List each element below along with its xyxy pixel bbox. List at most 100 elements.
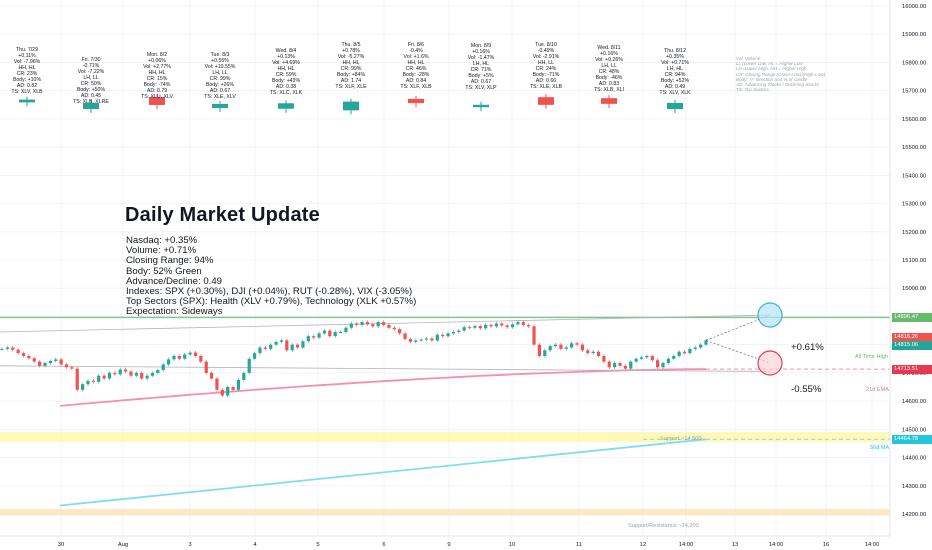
daily-stat-line: +0.16% bbox=[472, 49, 490, 55]
daily-stat-line: CR: 46% bbox=[405, 66, 427, 72]
daily-stat-line: Thu. 7/29 bbox=[16, 47, 38, 53]
intraday-candle bbox=[97, 375, 101, 382]
intraday-candle bbox=[548, 346, 552, 351]
intraday-candle bbox=[672, 355, 676, 359]
intraday-candle bbox=[693, 347, 697, 349]
daily-stat-line: Thu. 8/12 bbox=[664, 48, 686, 54]
daily-candles bbox=[19, 94, 683, 115]
daily-stat-line: TS: XLV, XLB bbox=[11, 89, 43, 95]
daily-stat-line: Body: -74% bbox=[143, 82, 171, 88]
update-summary: Nasdaq: +0.35% Volume: +0.71% Closing Ra… bbox=[126, 235, 416, 318]
daily-stat-line: +0.35% bbox=[666, 54, 684, 60]
ema-21d-line bbox=[59, 368, 707, 407]
daily-stat-line: TS: XLV, XLP bbox=[465, 85, 497, 91]
intraday-candle bbox=[586, 350, 590, 354]
daily-stat-line: CR: 94% bbox=[664, 72, 686, 78]
intraday-candle bbox=[269, 344, 273, 349]
daily-stat-line: Tue. 8/10 bbox=[535, 42, 557, 48]
daily-stat-line: Vol: -7.22% bbox=[77, 69, 105, 75]
intraday-candle bbox=[11, 347, 15, 350]
price-tag: 14815.06 bbox=[892, 340, 932, 350]
daily-stat-box: Thu. 7/29 +0.11% Vol: -7.96% HH, HL CR: 23% B… bbox=[0, 47, 66, 95]
projection-markers bbox=[705, 302, 783, 376]
intraday-candle bbox=[371, 324, 375, 327]
intraday-candle bbox=[328, 330, 332, 337]
daily-stat-line: TS: XLE, XLB bbox=[529, 84, 562, 90]
y-tick-label: 14600.00 bbox=[902, 399, 926, 405]
intraday-candle bbox=[279, 340, 284, 342]
support-band bbox=[0, 508, 890, 516]
daily-stat-line: +0.55% bbox=[211, 58, 229, 64]
daily-stat-box: Wed. 8/11 +0.16% Vol: +0.26% LH, LL CR: 48% B… bbox=[570, 45, 648, 93]
y-tick-label: 14700.00 bbox=[902, 371, 926, 377]
intraday-candle bbox=[398, 329, 402, 334]
daily-stat-line: CR: 71% bbox=[470, 67, 492, 73]
daily-stat-line: Vol: -2.91% bbox=[532, 54, 560, 60]
price-tag: 14896.47 bbox=[892, 312, 932, 322]
intraday-candle bbox=[150, 372, 155, 376]
intraday-candle bbox=[704, 340, 708, 345]
intraday-candle bbox=[596, 351, 601, 356]
intraday-candle bbox=[317, 333, 321, 338]
daily-stat-line: Vol: +1.6% bbox=[403, 54, 429, 60]
x-tick-label: Aug bbox=[118, 542, 128, 548]
intraday-candle bbox=[0, 348, 4, 350]
daily-stat-line: Vol: -1.47% bbox=[467, 55, 495, 61]
daily-stat-line: CR: 23% bbox=[16, 71, 38, 77]
price-series bbox=[0, 320, 708, 398]
daily-stat-box: Fri. 8/6 -0.4% Vol: +1.6% HH, HL CR: 46% Body… bbox=[377, 42, 455, 90]
legend-box: Vol: Volume LL (Lower Low, HL = Higher L… bbox=[736, 56, 825, 92]
x-tick-label: 13 bbox=[732, 542, 738, 548]
intraday-candle bbox=[430, 338, 434, 341]
update-line-volume: Volume: +0.71% bbox=[126, 245, 197, 257]
projection-down-label: -0.55% bbox=[791, 384, 822, 395]
update-line-expectation: Expectation: Sideways bbox=[126, 306, 223, 318]
x-tick-label: 11 bbox=[576, 542, 582, 548]
intraday-candle bbox=[263, 347, 267, 349]
daily-stat-line: TS: XLF, XLE bbox=[335, 84, 367, 90]
intraday-candle bbox=[419, 339, 423, 341]
daily-candle-body bbox=[601, 98, 617, 104]
daily-stat-line: CR: 99% bbox=[340, 66, 362, 72]
intraday-candle bbox=[188, 352, 192, 355]
intraday-candle bbox=[70, 367, 74, 369]
daily-stat-line: AD: 0.82 bbox=[16, 83, 38, 89]
y-axis: 14200.00 14300.00 14400.00 14500.00 14600.00… bbox=[889, 0, 926, 536]
daily-stat-box: Thu. 8/5 +0.78% Vol: -5.27% HH, HL CR: 99% Bo… bbox=[312, 42, 390, 90]
intraday-candle bbox=[478, 326, 482, 329]
daily-stat-line: HH, HL bbox=[342, 60, 360, 66]
price-tag: 14464.78 bbox=[892, 434, 932, 444]
intraday-candle bbox=[64, 364, 69, 368]
update-line-nasdaq: Nasdaq: +0.35% bbox=[126, 235, 198, 246]
daily-stat-line: Body: +26% bbox=[205, 82, 235, 88]
grid bbox=[0, 0, 890, 536]
x-axis: 30 Aug 3 4 5 6 9 10 11 12 14:00 13 14:00 16 14:00 bbox=[0, 535, 890, 548]
intraday-candle bbox=[290, 344, 294, 351]
daily-stat-line: AD: 0.38 bbox=[275, 84, 297, 90]
intraday-candle bbox=[645, 355, 649, 358]
x-tick-label: 3 bbox=[188, 542, 191, 548]
y-tick-label: 15900.00 bbox=[902, 32, 926, 38]
daily-stat-line: LH, LL bbox=[212, 70, 228, 76]
intraday-candle bbox=[688, 348, 692, 354]
intraday-candle bbox=[312, 336, 316, 338]
daily-stat-line: LH, HL bbox=[666, 66, 684, 72]
intraday-candle bbox=[295, 344, 300, 348]
intraday-candle bbox=[602, 355, 606, 362]
daily-stat-line: Body: +52% bbox=[660, 78, 690, 84]
daily-stat-line: Body: -28% bbox=[402, 72, 430, 78]
intraday-candle bbox=[193, 352, 198, 356]
daily-stat-line: Vol: +0.26% bbox=[595, 57, 623, 63]
price-tag: 14816.26 bbox=[892, 332, 932, 342]
daily-stat-line: +0.06% bbox=[148, 58, 166, 64]
intraday-candle bbox=[650, 355, 654, 361]
y-tick-label: 15700.00 bbox=[902, 89, 926, 95]
intraday-candle bbox=[349, 323, 353, 328]
daily-stat-line: AD: 0.66 bbox=[535, 78, 557, 84]
daily-candle-body bbox=[278, 103, 294, 109]
daily-stat-line: CR: 99% bbox=[209, 76, 231, 82]
daily-stat-box: Tue. 8/3 +0.55% Vol: +10.55% LH, LL CR: 99% B… bbox=[181, 52, 259, 100]
daily-stat-line: CR: 48% bbox=[598, 69, 620, 75]
daily-stat-line: TS: XLV, XLK bbox=[659, 90, 691, 96]
